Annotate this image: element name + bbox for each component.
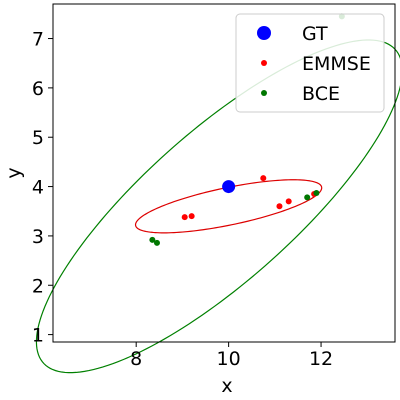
legend-label-gt: GT <box>302 23 328 45</box>
bce-point <box>149 236 156 243</box>
emmse-point <box>188 213 195 220</box>
y-tick-label: 2 <box>32 275 44 297</box>
legend: GT EMMSE BCE <box>235 13 385 113</box>
emmse-point <box>285 198 292 205</box>
plot-frame <box>52 3 396 343</box>
legend-label-bce: BCE <box>302 83 340 105</box>
legend-marker-emmse <box>261 60 267 66</box>
emmse-point <box>276 203 283 210</box>
x-axis-label: x <box>221 375 232 397</box>
bce-point <box>153 239 160 246</box>
x-tick-label: 12 <box>309 348 333 370</box>
gt-point <box>222 180 236 194</box>
x-tick-label: 10 <box>217 348 241 370</box>
legend-marker-gt <box>257 26 271 40</box>
y-axis-label: y <box>3 167 25 178</box>
emmse-point <box>181 214 188 221</box>
x-tick-label: 8 <box>130 348 142 370</box>
y-tick-label: 4 <box>32 177 44 199</box>
y-tick-label: 3 <box>32 226 44 248</box>
legend-marker-bce <box>261 90 267 96</box>
y-tick-label: 6 <box>32 78 44 100</box>
emmse-point <box>260 175 267 182</box>
emmse-ellipse <box>134 179 323 234</box>
legend-label-emmse: EMMSE <box>302 53 371 75</box>
y-tick-label: 1 <box>32 325 44 347</box>
y-tick-label: 5 <box>32 127 44 149</box>
bce-point <box>313 189 320 196</box>
y-tick-label: 7 <box>32 29 44 51</box>
legend-box <box>235 13 385 113</box>
bce-point <box>304 194 311 201</box>
